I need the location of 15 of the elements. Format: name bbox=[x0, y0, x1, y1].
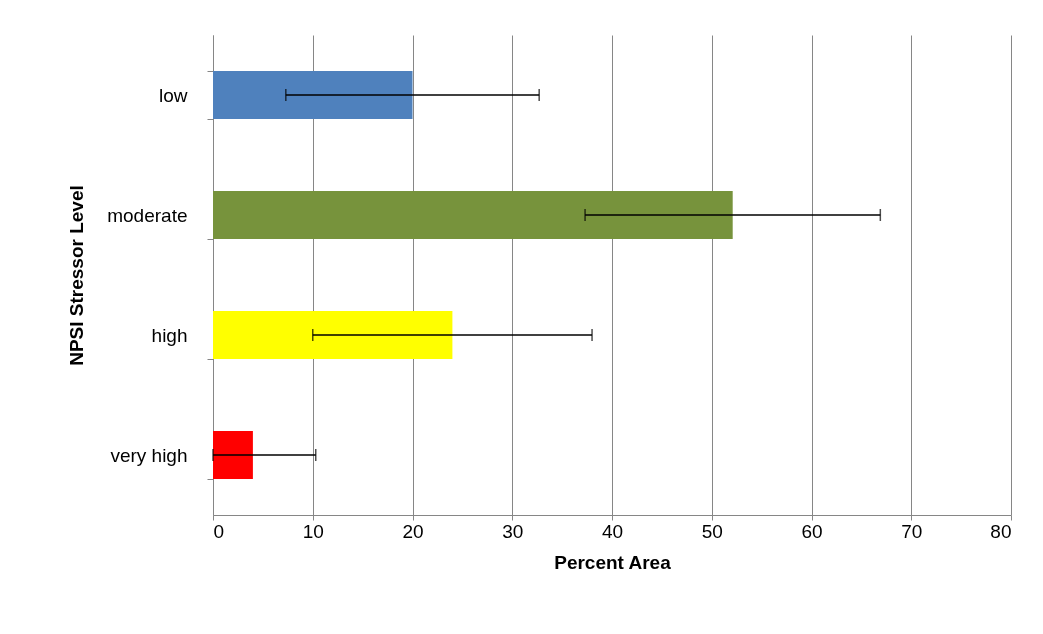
y-tick-label: very high bbox=[110, 444, 188, 466]
y-tick-label: low bbox=[158, 84, 188, 106]
x-tick-label: 30 bbox=[502, 520, 524, 542]
x-tick-label: 20 bbox=[402, 520, 424, 542]
y-tick-label: moderate bbox=[107, 204, 188, 226]
x-tick-label: 80 bbox=[990, 520, 1012, 542]
x-tick-label: 10 bbox=[302, 520, 324, 542]
y-tick-label: high bbox=[151, 324, 188, 346]
x-tick-label: 60 bbox=[801, 520, 823, 542]
x-tick-label: 40 bbox=[601, 520, 624, 542]
x-tick-label: 70 bbox=[901, 520, 923, 542]
y-axis-title: NPSI Stressor Level bbox=[66, 185, 88, 366]
x-tick-label: 50 bbox=[701, 520, 723, 542]
x-axis-title: Percent Area bbox=[554, 551, 672, 573]
x-tick-label: 0 bbox=[213, 520, 225, 542]
